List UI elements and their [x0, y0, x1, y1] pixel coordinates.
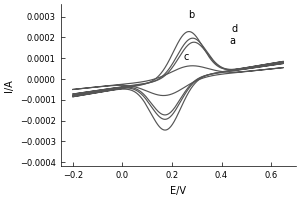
X-axis label: E/V: E/V: [170, 186, 186, 196]
Text: b: b: [188, 10, 194, 20]
Y-axis label: I/A: I/A: [4, 79, 14, 92]
Text: c: c: [183, 52, 188, 62]
Text: d: d: [231, 24, 238, 34]
Text: a: a: [229, 36, 235, 46]
